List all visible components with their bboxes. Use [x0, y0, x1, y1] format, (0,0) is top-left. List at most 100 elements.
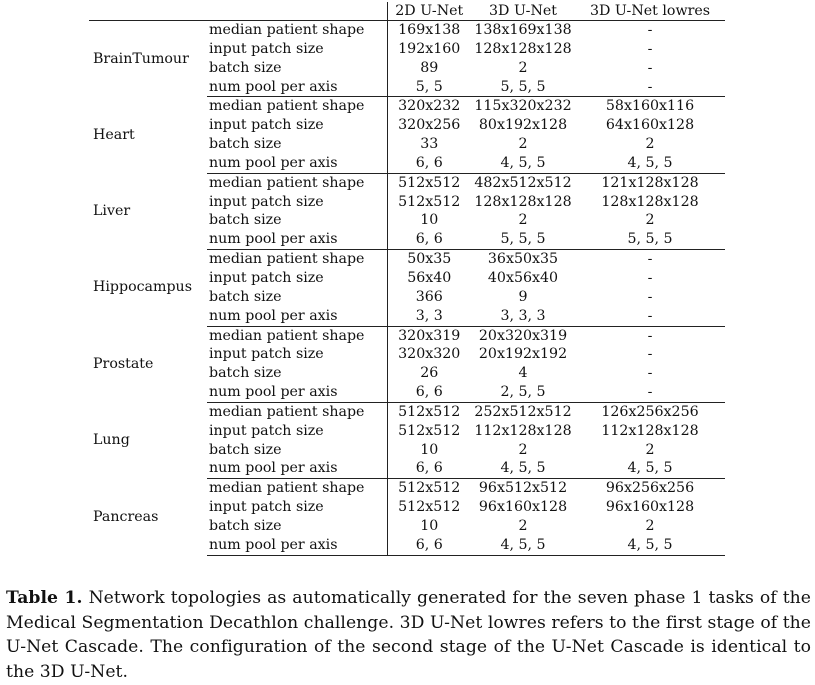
caption-text: Network topologies as automatically gene… [6, 588, 812, 682]
value-3d-unet-lowres-cell: - [575, 383, 725, 403]
value-3d-unet-lowres-cell: - [647, 22, 653, 38]
value-3d-unet-lowres-cell: 2 [645, 212, 655, 229]
parameter-name-cell: input patch size [209, 422, 324, 439]
table-row: input patch size 512x512 96x160x128 96x160x… [89, 498, 725, 517]
parameter-name-cell: num pool per axis [207, 230, 387, 251]
value-2d-unet-cell: 366 [386, 287, 471, 307]
table-row: batch size 26 4 - [89, 364, 725, 384]
table-row: Liver median patient shape 512x512 482x512x… [89, 173, 725, 219]
value-3d-unet-lowres-cell: 96x256x256 [605, 480, 695, 497]
value-3d-unet-lowres-cell: 4, 5, 5 [575, 535, 725, 556]
table-row: input patch size 512x512 128x128x128 128x12… [89, 192, 725, 212]
value-2d-unet-cell: 6, 6 [386, 459, 471, 480]
value-3d-unet-lowres-cell: - [647, 346, 653, 363]
parameter-name-cell: num pool per axis [207, 459, 387, 480]
value-2d-unet-cell: 192x160 [386, 39, 471, 59]
value-3d-unet-lowres-cell: - [575, 306, 725, 327]
value-3d-unet-lowres-cell: - [647, 59, 653, 76]
value-3d-unet-cell: 36x50x35 [487, 251, 559, 268]
value-3d-unet-cell: 20x192x192 [478, 346, 568, 363]
parameter-name-cell: input patch size [209, 193, 324, 210]
parameter-name-cell: median patient shape [209, 251, 365, 268]
parameter-name-cell: num pool per axis [207, 383, 387, 403]
value-2d-unet-cell: 320x232 [386, 96, 471, 117]
topology-table-container: 2D U-Net 3D U-Net 3D U-Net lowres BrainT… [89, 2, 725, 556]
value-3d-unet-lowres-cell: 4, 5, 5 [575, 459, 725, 480]
parameter-name-cell: median patient shape [209, 403, 365, 420]
value-3d-unet-cell: 5, 5, 5 [471, 230, 575, 251]
column-header-2d-unet: 2D U-Net [386, 2, 471, 21]
value-3d-unet-cell: 4, 5, 5 [471, 459, 575, 480]
value-3d-unet-cell: 4 [518, 365, 528, 382]
value-3d-unet-lowres-cell: 96x160x128 [605, 499, 695, 516]
table-row: input patch size 56x40 40x56x40 - [89, 268, 725, 288]
value-2d-unet-cell: 89 [386, 58, 471, 78]
table-header-row: 2D U-Net 3D U-Net 3D U-Net lowres [89, 2, 725, 21]
parameter-name-cell: median patient shape [209, 98, 365, 115]
value-2d-unet-cell: 50x35 [386, 249, 471, 269]
value-2d-unet-cell: 5, 5 [386, 77, 471, 98]
value-2d-unet-cell: 6, 6 [386, 383, 471, 403]
value-3d-unet-cell: 2, 5, 5 [471, 383, 575, 403]
value-2d-unet-cell: 512x512 [386, 173, 471, 193]
value-2d-unet-cell: 512x512 [386, 478, 471, 499]
parameter-name-cell: median patient shape [209, 327, 365, 344]
parameter-name-cell: batch size [209, 288, 282, 305]
table-row: batch size 89 2 - [89, 58, 725, 78]
value-2d-unet-cell: 320x256 [386, 116, 471, 136]
value-2d-unet-cell: 512x512 [386, 421, 471, 441]
value-3d-unet-cell: 128x128x128 [474, 40, 572, 57]
value-3d-unet-lowres-cell: 2 [645, 517, 655, 534]
value-2d-unet-cell: 3, 3 [386, 306, 471, 327]
table-row: num pool per axis 6, 6 4, 5, 5 4, 5, 5 [89, 535, 725, 556]
table-row: num pool per axis 6, 6 4, 5, 5 4, 5, 5 [89, 459, 725, 480]
value-3d-unet-lowres-cell: - [575, 77, 725, 98]
parameter-name-cell: median patient shape [209, 174, 365, 191]
table-row: Hippocampus median patient shape 50x35 36x5… [89, 249, 725, 295]
value-3d-unet-lowres-cell: 126x256x256 [601, 403, 699, 420]
task-name-cell: Pancreas [93, 508, 159, 525]
table-row: num pool per axis 5, 5 5, 5, 5- [89, 77, 725, 98]
value-3d-unet-cell: 40x56x40 [487, 269, 559, 286]
parameter-name-cell: batch size [209, 136, 282, 153]
value-3d-unet-lowres-cell: 64x160x128 [605, 117, 695, 134]
value-3d-unet-cell: 96x512x512 [478, 480, 568, 497]
value-3d-unet-lowres-cell: - [647, 365, 653, 382]
value-2d-unet-cell: 10 [386, 211, 471, 231]
table-caption: Table 1. Network topologies as automatic… [6, 586, 811, 684]
value-3d-unet-cell: 4, 5, 5 [471, 535, 575, 556]
value-3d-unet-lowres-cell: 112x128x128 [601, 422, 699, 439]
value-3d-unet-lowres-cell: - [647, 251, 653, 268]
value-3d-unet-cell: 4, 5, 5 [471, 153, 575, 174]
value-3d-unet-cell: 115x320x232 [474, 98, 572, 115]
value-3d-unet-cell: 2 [518, 441, 528, 458]
value-3d-unet-cell: 2 [518, 136, 528, 153]
table-row: Heart median patient shape 320x232 115x320x… [89, 96, 725, 143]
value-3d-unet-cell: 2 [518, 59, 528, 76]
value-2d-unet-cell: 512x512 [386, 402, 471, 422]
table-row: BrainTumour median patient shape 169x138 13… [89, 20, 725, 67]
parameter-name-cell: median patient shape [209, 480, 365, 497]
value-3d-unet-cell: 9 [518, 288, 528, 305]
value-3d-unet-lowres-cell: 2 [645, 136, 655, 153]
value-3d-unet-lowres-cell: 58x160x116 [605, 98, 695, 115]
value-2d-unet-cell: 320x320 [386, 345, 471, 365]
table-row: num pool per axis 3, 3 3, 3, 3- [89, 306, 725, 327]
value-3d-unet-cell: 112x128x128 [474, 422, 572, 439]
value-3d-unet-cell: 138x169x138 [474, 22, 572, 38]
topology-table: 2D U-Net 3D U-Net 3D U-Net lowres BrainT… [89, 2, 725, 556]
value-3d-unet-lowres-cell: 5, 5, 5 [575, 230, 725, 251]
table-row: Pancreas median patient shape 512x512 96x51… [89, 478, 725, 525]
value-2d-unet-cell: 320x319 [386, 326, 471, 346]
table-row: batch size 10 2 2 [89, 516, 725, 536]
parameter-name-cell: batch size [209, 365, 282, 382]
value-2d-unet-cell: 10 [386, 516, 471, 536]
value-3d-unet-cell: 3, 3, 3 [471, 306, 575, 327]
table-row: batch size 10 2 2 [89, 211, 725, 231]
table-body: BrainTumour median patient shape 169x138 13… [89, 20, 725, 556]
value-3d-unet-lowres-cell: 4, 5, 5 [575, 153, 725, 174]
value-2d-unet-cell: 10 [386, 440, 471, 460]
table-row: num pool per axis 6, 6 5, 5, 5 5, 5, 5 [89, 230, 725, 251]
value-3d-unet-lowres-cell: - [647, 40, 653, 57]
table-row: num pool per axis 6, 6 2, 5, 5- [89, 383, 725, 403]
